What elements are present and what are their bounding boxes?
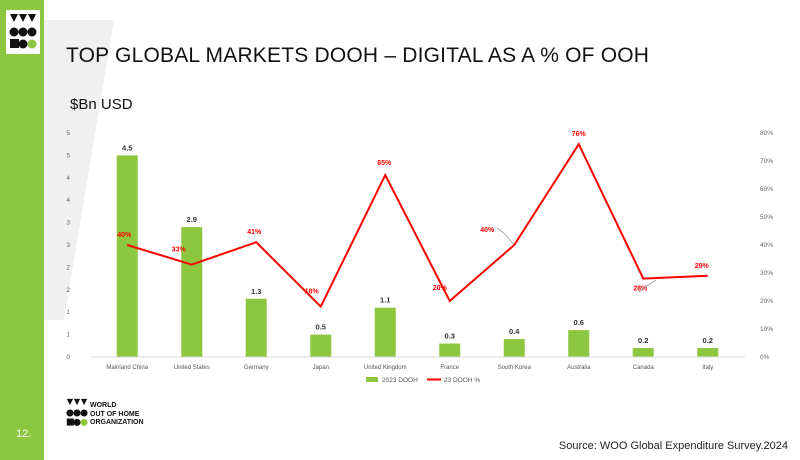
bar <box>116 155 138 357</box>
dooh-chart: 4.5 2.9 1.3 0.5 1.1 0.3 0.4 0.6 0.2 0.2 0 1 1 2 2 3 3 4 4… <box>66 130 773 384</box>
watermark-decoration <box>44 20 114 320</box>
bar <box>374 307 396 357</box>
right-tick-label: 10% <box>760 326 773 333</box>
bar <box>181 227 203 357</box>
chart-legend: 2023 DOOH 23 DOOH % <box>366 377 480 384</box>
x-tick-label: France <box>440 365 459 371</box>
bar-value-label: 1.3 <box>251 287 261 296</box>
right-tick-label: 30% <box>760 270 773 277</box>
left-tick-label: 3 <box>66 242 70 249</box>
footer-logo <box>66 398 196 432</box>
bar-value-label: 2.9 <box>187 215 197 224</box>
org-line-1: WORLD <box>90 402 117 409</box>
x-tick-label: United States <box>174 365 210 371</box>
right-tick-label: 40% <box>760 242 773 249</box>
bar-value-label: 0.2 <box>703 336 713 345</box>
woo-footer-icon <box>66 398 88 426</box>
x-tick-label: Germany <box>244 365 269 371</box>
woo-logo-icon <box>6 10 40 54</box>
line-value-label: 18% <box>305 289 320 296</box>
org-name: WORLD OUT OF HOME ORGANIZATION <box>90 402 144 428</box>
left-tick-label: 1 <box>66 332 70 339</box>
right-tick-label: 50% <box>760 214 773 221</box>
right-tick-label: 20% <box>760 298 773 305</box>
x-tick-label: Mainland China <box>106 365 148 371</box>
left-tick-label: 2 <box>66 287 70 294</box>
page-number: 12. <box>16 428 32 440</box>
x-tick-label: Italy <box>702 365 713 371</box>
line-value-label: 65% <box>377 160 392 167</box>
left-tick-label: 3 <box>66 220 70 227</box>
line-value-label: 40% <box>117 232 132 239</box>
right-tick-label: 80% <box>760 130 773 137</box>
left-axis-ticks: 0 1 1 2 2 3 3 4 4 5 5 <box>66 130 70 361</box>
x-tick-label: South Korea <box>498 365 532 371</box>
line-value-label: 28% <box>633 286 648 293</box>
pct-line <box>126 142 708 309</box>
x-axis-labels: Mainland China United States Germany Japan U… <box>106 365 713 371</box>
bar-value-label: 0.5 <box>316 323 326 332</box>
x-tick-label: Japan <box>313 365 329 371</box>
legend-bar-swatch <box>366 377 378 382</box>
line-value-label: 76% <box>572 131 587 138</box>
left-tick-label: 2 <box>66 264 70 271</box>
line-value-label: 29% <box>695 263 710 270</box>
line-value-label: 33% <box>172 247 187 254</box>
org-line-3: ORGANIZATION <box>90 419 144 426</box>
right-tick-label: 60% <box>760 186 773 193</box>
line-value-label: 20% <box>433 285 448 292</box>
bar <box>310 334 332 357</box>
bar-value-label: 0.4 <box>509 327 520 336</box>
bar-value-label: 1.1 <box>380 296 390 305</box>
left-tick-label: 0 <box>66 354 70 361</box>
left-tick-label: 5 <box>66 152 70 159</box>
bar-value-label: 0.6 <box>574 318 584 327</box>
bar-series <box>116 155 719 357</box>
source-note: Source: WOO Global Expenditure Survey.20… <box>558 440 788 452</box>
line-labels: 40% 33% 41% 18% 65% 20% 40% 76% 28% 29% <box>117 131 709 295</box>
line-value-label: 40% <box>480 227 495 234</box>
org-line-2: OUT OF HOME <box>90 410 140 418</box>
bar <box>503 339 525 357</box>
slide-title: TOP GLOBAL MARKETS DOOH – DIGITAL AS A %… <box>66 44 650 67</box>
bar-labels: 4.5 2.9 1.3 0.5 1.1 0.3 0.4 0.6 0.2 0.2 <box>122 143 713 345</box>
left-tick-label: 1 <box>66 309 70 316</box>
right-tick-label: 70% <box>760 158 773 165</box>
bar-value-label: 4.5 <box>122 143 132 152</box>
leader-lines <box>496 227 657 293</box>
bar-value-label: 0.3 <box>445 332 455 341</box>
right-axis-ticks: 0% 10% 20% 30% 40% 50% 60% 70% 80% <box>760 130 773 361</box>
left-tick-label: 4 <box>66 197 70 204</box>
x-tick-label: United Kingdom <box>364 365 407 371</box>
left-tick-label: 5 <box>66 130 70 137</box>
right-tick-label: 0% <box>760 354 770 361</box>
bar <box>697 348 719 357</box>
bar <box>568 330 590 357</box>
legend-bar-label: 2023 DOOH <box>382 377 418 384</box>
bar <box>245 298 267 357</box>
x-tick-label: Australia <box>567 365 591 371</box>
bar <box>439 343 461 357</box>
x-tick-label: Canada <box>633 365 655 371</box>
bar <box>632 348 654 357</box>
unit-label: $Bn USD <box>70 96 133 113</box>
legend-line-label: 23 DOOH % <box>444 377 480 384</box>
left-tick-label: 4 <box>66 175 70 182</box>
bar-value-label: 0.2 <box>638 336 648 345</box>
line-value-label: 41% <box>247 229 262 236</box>
brand-sidebar: 12. <box>0 0 44 460</box>
